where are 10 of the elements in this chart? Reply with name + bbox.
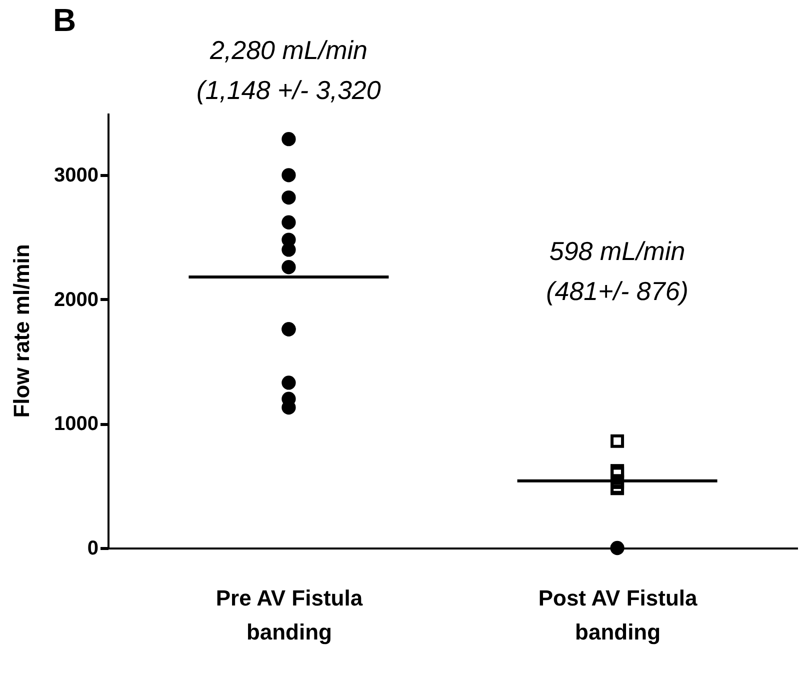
annotation: 598 mL/min (481+/- 876): [546, 236, 688, 306]
y-axis-title: Flow rate ml/min: [9, 244, 34, 418]
x-tick-label: Post AV Fistula banding: [538, 586, 698, 644]
x-tick-label: Pre AV Fistula banding: [216, 586, 364, 644]
y-tick-label: 0: [87, 538, 98, 560]
y-tick-label: 3000: [54, 164, 98, 187]
text: 2,280 mL/min (1,148 +/- 3,320: [196, 35, 382, 105]
y-tick-label: 2000: [54, 288, 98, 311]
chart-title: B: [53, 2, 76, 38]
y-tick-label: 1000: [54, 413, 98, 436]
